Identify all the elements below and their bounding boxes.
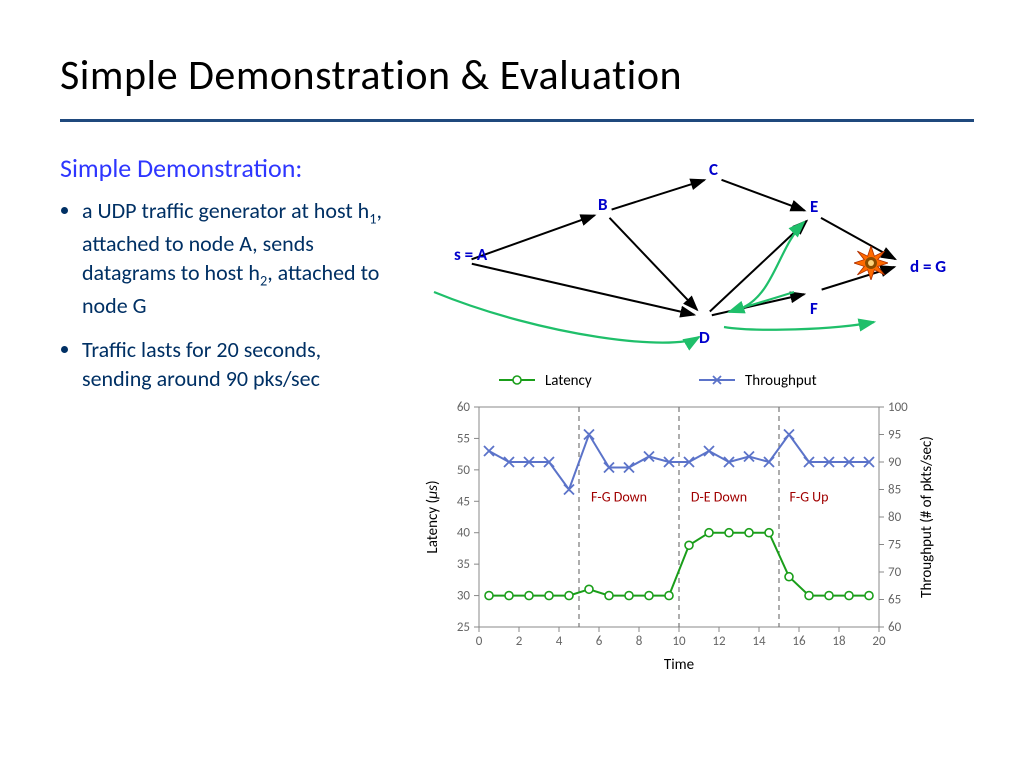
node-label-F: F — [810, 298, 818, 319]
svg-text:Time: Time — [664, 656, 694, 674]
node-label-B: B — [598, 194, 608, 215]
svg-text:0: 0 — [476, 634, 483, 649]
svg-text:40: 40 — [457, 526, 471, 541]
svg-text:70: 70 — [888, 565, 902, 580]
node-label-G: d = G — [910, 256, 946, 277]
svg-text:75: 75 — [888, 538, 901, 553]
svg-text:Throughput (# of pkts/sec): Throughput (# of pkts/sec) — [918, 436, 936, 598]
svg-text:80: 80 — [888, 510, 902, 525]
network-diagram: s = A B C D E Fd = G — [414, 152, 974, 352]
svg-text:85: 85 — [888, 483, 901, 498]
node-label-C: C — [709, 159, 718, 180]
svg-text:55: 55 — [457, 431, 470, 446]
node-label-E: E — [810, 196, 818, 217]
svg-text:30: 30 — [457, 589, 471, 604]
title-rule — [60, 119, 974, 122]
svg-text:18: 18 — [832, 634, 846, 649]
svg-text:Latency (μs): Latency (μs) — [424, 480, 442, 553]
chart: 0 2 4 6 8 10 12 14 16 18 20 25 30 35 40 45 50 55 60 60 65 70 7… — [414, 362, 974, 697]
svg-text:14: 14 — [752, 634, 766, 649]
svg-text:D-E Down: D-E Down — [691, 488, 747, 505]
svg-text:60: 60 — [888, 620, 902, 635]
bullet-1: a UDP traffic generator at host h1, atta… — [82, 196, 384, 321]
svg-text:65: 65 — [888, 593, 901, 608]
subheading: Simple Demonstration: — [60, 152, 384, 184]
svg-text:100: 100 — [888, 400, 908, 415]
explosion-icon — [854, 246, 888, 280]
svg-text:60: 60 — [457, 400, 471, 415]
svg-text:95: 95 — [888, 428, 901, 443]
svg-text:35: 35 — [457, 557, 470, 572]
chart-svg: 0 2 4 6 8 10 12 14 16 18 20 25 30 35 40 45 50 55 60 60 65 70 7… — [414, 362, 974, 692]
svg-text:16: 16 — [792, 634, 806, 649]
svg-text:Latency: Latency — [545, 372, 592, 390]
svg-text:20: 20 — [872, 634, 886, 649]
svg-text:F-G Up: F-G Up — [789, 488, 828, 505]
text-column: Simple Demonstration: a UDP traffic gene… — [60, 152, 384, 697]
svg-text:Throughput: Throughput — [745, 372, 817, 390]
svg-text:12: 12 — [712, 634, 726, 649]
slide: Simple Demonstration & Evaluation Simple… — [0, 0, 1024, 768]
bullet-list: a UDP traffic generator at host h1, atta… — [60, 196, 384, 394]
node-label-A: s = A — [454, 244, 487, 265]
svg-text:2: 2 — [516, 634, 523, 649]
node-label-D: D — [699, 327, 710, 348]
svg-text:6: 6 — [596, 634, 603, 649]
svg-text:8: 8 — [636, 634, 643, 649]
svg-text:45: 45 — [457, 494, 470, 509]
svg-text:F-G Down: F-G Down — [591, 488, 647, 505]
bullet-2: Traffic lasts for 20 seconds, sending ar… — [82, 335, 384, 394]
svg-text:90: 90 — [888, 455, 902, 470]
svg-text:4: 4 — [556, 634, 563, 649]
svg-text:25: 25 — [457, 620, 470, 635]
svg-text:10: 10 — [672, 634, 686, 649]
svg-text:50: 50 — [457, 463, 471, 478]
slide-title: Simple Demonstration & Evaluation — [60, 50, 974, 101]
